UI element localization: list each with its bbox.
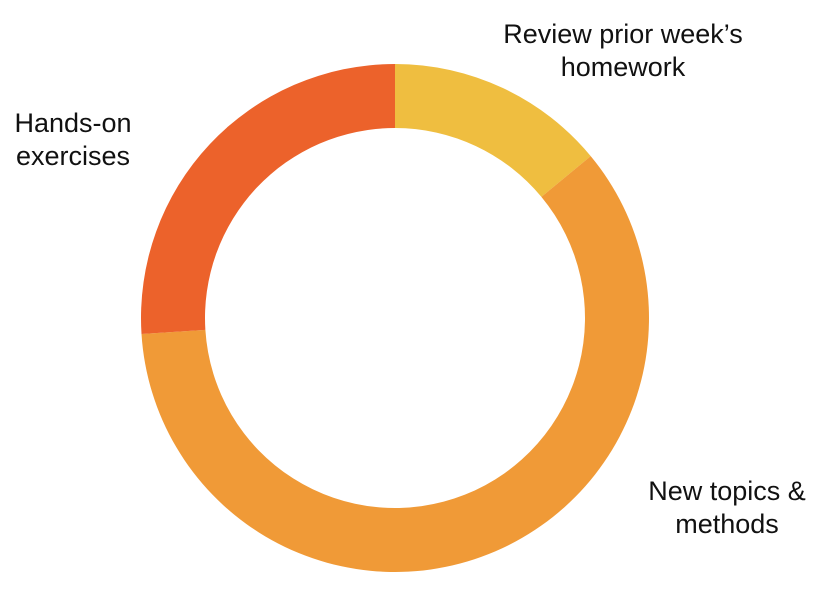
donut-slice-2: [141, 156, 650, 573]
slice-label-2-line-2: methods: [675, 509, 779, 539]
donut-slices: [140, 64, 650, 573]
slice-label-2: New topics & methods: [648, 476, 806, 539]
slice-label-2-line-1: New topics &: [648, 476, 806, 506]
slice-label-3-line-1: Hands-on: [14, 108, 131, 138]
donut-slice-1: [395, 64, 591, 197]
slice-label-1: Review prior week’s homework: [503, 19, 743, 82]
slice-label-1-line-2: homework: [561, 52, 686, 82]
slice-labels: Review prior week’s homework New topics & m…: [14, 19, 805, 539]
slice-label-1-line-1: Review prior week’s: [503, 19, 743, 49]
donut-slice-3: [140, 64, 395, 334]
slice-label-3-line-2: exercises: [16, 141, 130, 171]
slice-label-3: Hands-on exercises: [14, 108, 131, 171]
